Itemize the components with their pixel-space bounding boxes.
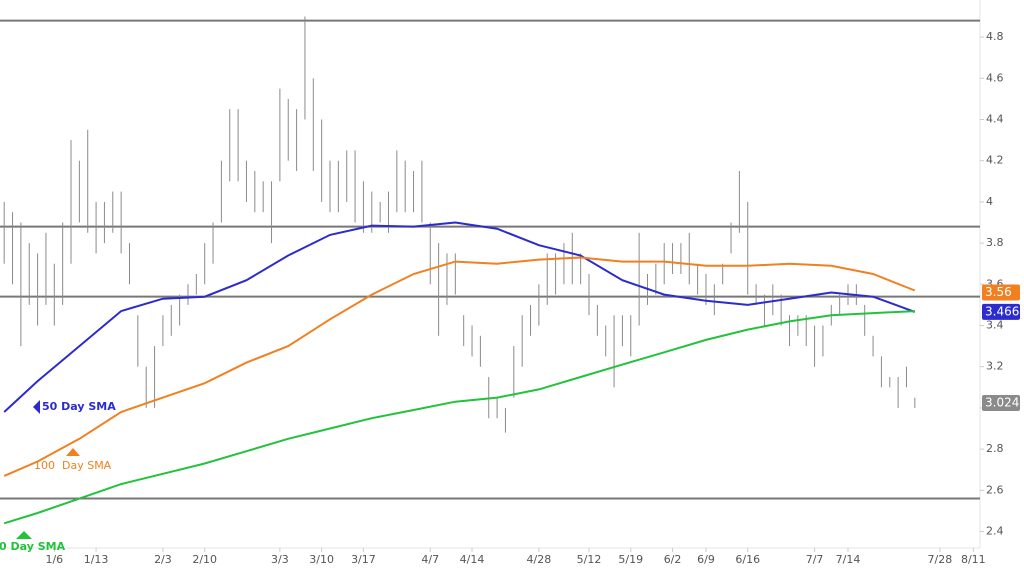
y-tick-label: 4 [986,195,993,208]
x-tick-label: 7/28 [928,553,953,566]
price-label-box [982,303,1020,320]
y-tick-label: 4.4 [986,112,1004,125]
x-tick-label: 6/16 [735,553,760,566]
price-label: 3.56 [985,285,1012,299]
x-tick-label: 6/2 [664,553,682,566]
y-tick-label: 2.6 [986,483,1004,496]
y-tick-label: 2.8 [986,442,1004,455]
price-label: 3.466 [985,304,1019,318]
x-tick-label: 3/3 [271,553,289,566]
legend-label: 100 Day SMA [34,459,112,472]
x-tick-label: 4/14 [460,553,485,566]
legend-label: 0 Day SMA [0,540,66,553]
x-tick-label: 3/10 [309,553,334,566]
x-tick-label: 4/28 [527,553,552,566]
x-tick-label: 7/14 [836,553,861,566]
x-tick-label: 5/12 [577,553,602,566]
y-tick-label: 3.2 [986,360,1004,373]
y-tick-label: 2.4 [986,525,1004,538]
x-tick-label: 6/9 [697,553,715,566]
sma-line [3,221,916,413]
price-label-box [982,394,1020,411]
y-tick-label: 3.4 [986,319,1004,332]
x-tick-label: 2/10 [192,553,217,566]
x-tick-label: 4/7 [421,553,439,566]
legend-marker [33,400,40,414]
sma-line [3,256,916,477]
x-tick-label: 7/7 [806,553,824,566]
sma-line [3,310,915,525]
x-tick-label: 2/3 [154,553,172,566]
x-tick-label: 8/11 [961,553,986,566]
price-label-box [982,284,1020,301]
y-tick-label: 3.8 [986,236,1004,249]
x-tick-label: 5/19 [618,553,643,566]
x-tick-label: 1/6 [45,553,63,566]
price-label: 3.024 [985,395,1019,409]
y-tick-label: 4.2 [986,154,1004,167]
x-tick-label: 1/13 [84,553,109,566]
legend-label: 50 Day SMA [42,400,116,413]
y-tick-label: 4.8 [986,30,1004,43]
legend-marker [66,448,80,456]
x-tick-label: 3/17 [351,553,376,566]
y-tick-label: 4.6 [986,71,1004,84]
legend-marker [16,531,32,539]
